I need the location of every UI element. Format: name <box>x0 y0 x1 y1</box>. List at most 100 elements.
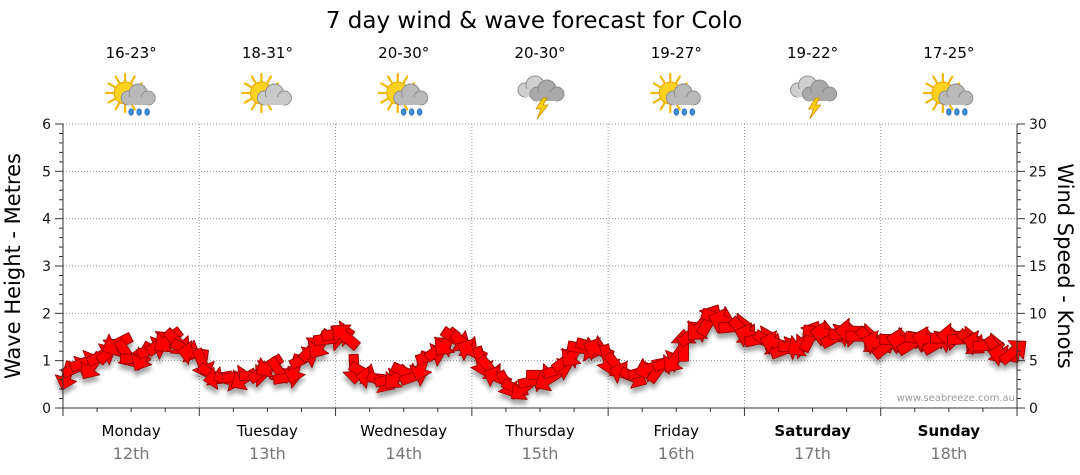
lightning-bolt <box>807 97 822 120</box>
sun-ray <box>659 102 666 111</box>
sun-ray <box>652 97 661 104</box>
sun-ray <box>652 82 661 89</box>
rain-drop <box>689 108 695 116</box>
y-tick-label-left: 5 <box>42 164 51 180</box>
day-labels: Monday 12th Tuesday 13th Wednesday 14th Thursd… <box>102 422 981 463</box>
temp-range: 19-27° <box>651 44 702 62</box>
sun-ray <box>932 75 938 84</box>
day-label: Saturday <box>774 422 851 440</box>
rain-drop <box>409 108 415 116</box>
credit-text: www.seabreeze.com.au <box>897 393 1015 404</box>
wind-arrow <box>331 324 361 351</box>
day-label: Wednesday <box>360 422 447 440</box>
wind-series <box>54 304 1027 400</box>
date-label: 12th <box>113 444 150 463</box>
y-tick-label-right: 15 <box>1029 259 1047 275</box>
sun-ray <box>947 75 954 84</box>
day-label: Sunday <box>918 422 981 440</box>
temp-range: 19-22° <box>787 44 838 62</box>
sun-ray <box>130 75 136 84</box>
rain-drop <box>144 108 150 116</box>
cloud-storm-icon <box>790 75 838 120</box>
cloud-shape <box>938 83 974 106</box>
sun-ray <box>107 97 116 104</box>
day-label: Friday <box>654 422 700 440</box>
sun-ray <box>659 75 666 84</box>
wind-arrow <box>998 340 1027 366</box>
rain-drop <box>136 108 142 116</box>
y-axis-right-title: Wind Speed - Knots <box>1053 163 1077 368</box>
sun-cloud-rain-icon <box>922 72 974 116</box>
rain-drop <box>417 108 423 116</box>
sun-ray <box>387 102 393 111</box>
date-label: 17th <box>794 444 831 463</box>
lightning-bolt <box>535 97 549 120</box>
rain-drop <box>128 108 134 116</box>
sun-ray <box>387 75 393 84</box>
chart-title: 7 day wind & wave forecast for Colo <box>326 8 742 34</box>
temp-range: 18-31° <box>242 44 293 62</box>
cloud-shape <box>256 83 292 106</box>
date-label: 14th <box>385 444 422 463</box>
y-tick-label-right: 0 <box>1029 401 1038 417</box>
rain-drop <box>681 108 687 116</box>
sun-cloud-icon <box>241 72 292 114</box>
y-tick-label-left: 0 <box>42 401 51 417</box>
sun-cloud-rain-icon <box>377 72 429 116</box>
cloud-shape <box>120 83 156 106</box>
y-tick-label-left: 2 <box>42 306 51 322</box>
y-tick-label-right: 25 <box>1029 164 1047 180</box>
sun-cloud-rain-icon <box>105 72 156 116</box>
y-tick-label-right: 5 <box>1029 354 1038 370</box>
sun-ray <box>114 75 121 84</box>
y-tick-label-left: 6 <box>42 117 51 133</box>
sun-ray <box>107 82 116 89</box>
y-tick-label-right: 30 <box>1029 117 1047 133</box>
y-tick-label-left: 4 <box>42 212 51 228</box>
cloud-shape <box>393 83 429 106</box>
temp-range: 17-25° <box>923 44 974 62</box>
sun-ray <box>380 82 389 89</box>
sun-ray <box>250 75 257 84</box>
y-tick-label-right: 10 <box>1029 306 1047 322</box>
grid <box>63 123 1017 408</box>
cloud-storm-icon <box>517 75 565 120</box>
y-axis-left-title: Wave Height - Metres <box>1 153 25 379</box>
cloud-shape <box>665 83 701 106</box>
sun-ray <box>402 75 409 84</box>
day-label: Tuesday <box>236 422 298 440</box>
sun-ray <box>925 82 934 89</box>
date-label: 15th <box>522 444 559 463</box>
temp-range: 16-23° <box>106 44 157 62</box>
sun-ray <box>266 75 273 84</box>
sun-ray <box>243 82 253 89</box>
rain-drop <box>401 108 407 116</box>
date-label: 16th <box>658 444 695 463</box>
sun-ray <box>380 97 389 104</box>
rain-drop <box>673 108 679 116</box>
rain-drop <box>962 108 968 116</box>
axes: 0 1 2 3 4 5 6 0 5 10 15 20 25 30 <box>42 117 1047 417</box>
temp-range: 20-30° <box>378 44 429 62</box>
sun-ray <box>932 102 938 111</box>
sun-ray <box>114 102 121 111</box>
sun-ray <box>675 75 681 84</box>
rain-drop <box>946 108 952 116</box>
cloud-shape <box>802 79 838 102</box>
y-tick-label-left: 1 <box>42 354 51 370</box>
day-label: Monday <box>102 422 161 440</box>
day-forecast-headers: 16-23° 18-31° 20-30° 20-30° 19-27° 19-22° 17-2… <box>105 44 974 120</box>
rain-drop <box>954 108 960 116</box>
sun-ray <box>250 102 257 111</box>
cloud-shape <box>529 79 565 102</box>
date-label: 18th <box>930 444 967 463</box>
date-label: 13th <box>249 444 286 463</box>
sun-cloud-rain-icon <box>650 72 701 116</box>
y-tick-label-left: 3 <box>42 259 51 275</box>
sun-ray <box>925 97 934 104</box>
sun-ray <box>243 97 253 104</box>
y-tick-label-right: 20 <box>1029 212 1047 228</box>
temp-range: 20-30° <box>514 44 565 62</box>
day-label: Thursday <box>504 422 575 440</box>
